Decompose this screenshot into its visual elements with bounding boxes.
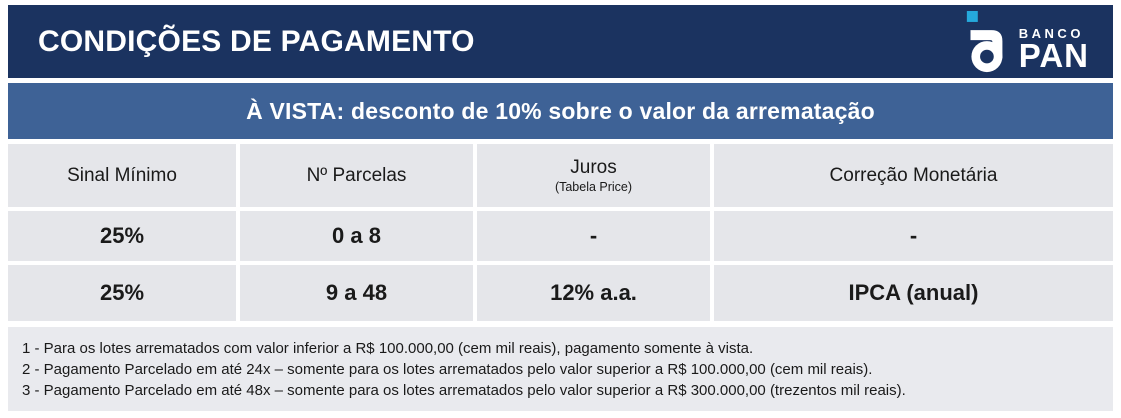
cell-parcelas: 9 a 48 [240, 265, 473, 321]
page-title: CONDIÇÕES DE PAGAMENTO [38, 24, 475, 58]
logo-pan-text: PAN [1018, 36, 1089, 74]
cash-discount-banner: À VISTA: desconto de 10% sobre o valor d… [8, 83, 1113, 139]
cell-parcelas: 0 a 8 [240, 211, 473, 261]
header-bar: CONDIÇÕES DE PAGAMENTO BANCO PAN [8, 5, 1113, 78]
footnotes-block: 1 - Para os lotes arrematados com valor … [8, 327, 1113, 411]
table-header-row: Sinal Mínimo Nº Parcelas Juros (Tabela P… [8, 144, 1113, 207]
footnote-1: 1 - Para os lotes arrematados com valor … [22, 339, 754, 357]
column-header-correcao-monetaria: Correção Monetária [714, 144, 1113, 207]
logo-wordmark: BANCO PAN [1019, 26, 1089, 73]
logo-banco-text: BANCO [1018, 25, 1084, 41]
cell-correcao-monetaria: - [714, 211, 1113, 261]
column-header-juros: Juros (Tabela Price) [477, 144, 710, 207]
column-header-parcelas: Nº Parcelas [240, 144, 473, 207]
column-header-label: Juros [570, 157, 617, 178]
banco-pan-logo: BANCO PAN [964, 10, 1089, 73]
table-row: 25% 9 a 48 12% a.a. IPCA (anual) [8, 265, 1113, 321]
cash-discount-text: À VISTA: desconto de 10% sobre o valor d… [246, 97, 875, 124]
column-header-sublabel: (Tabela Price) [554, 180, 633, 194]
column-header-label: Nº Parcelas [306, 164, 407, 186]
cell-sinal-minimo: 25% [8, 265, 236, 321]
cell-juros: - [477, 211, 710, 261]
footnote-2: 2 - Pagamento Parcelado em até 24x – som… [22, 360, 873, 378]
column-header-sinal-minimo: Sinal Mínimo [8, 144, 236, 207]
pan-logo-icon [964, 10, 1008, 73]
cell-juros: 12% a.a. [477, 265, 710, 321]
column-header-label: Sinal Mínimo [67, 164, 177, 186]
column-header-label: Correção Monetária [829, 164, 998, 186]
cell-sinal-minimo: 25% [8, 211, 236, 261]
cell-correcao-monetaria: IPCA (anual) [714, 265, 1113, 321]
table-row: 25% 0 a 8 - - [8, 211, 1113, 261]
footnote-3: 3 - Pagamento Parcelado em até 48x – som… [22, 381, 906, 399]
